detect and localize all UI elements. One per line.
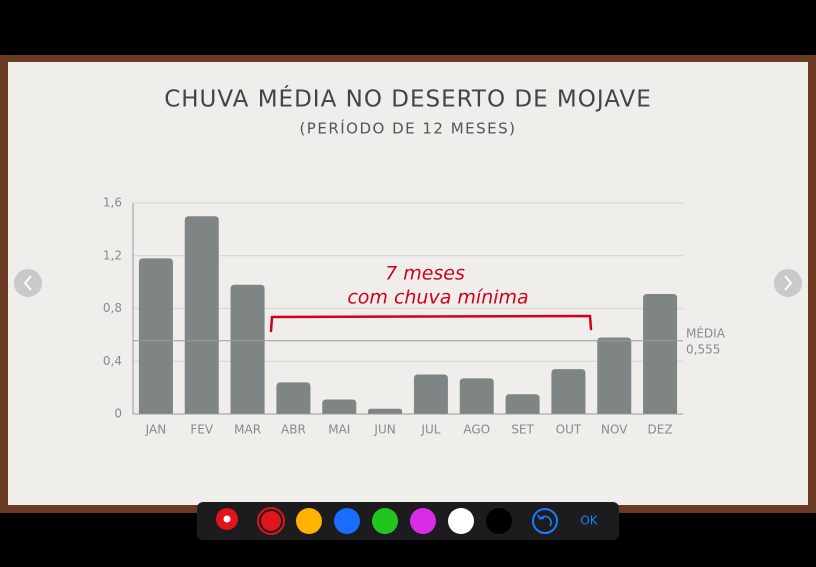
bar: [230, 284, 265, 414]
x-tick-label: OUT: [556, 423, 582, 437]
y-tick-label: 0: [114, 407, 122, 421]
chart-subtitle: (PERÍODO DE 12 MESES): [299, 119, 516, 138]
bar: [413, 374, 448, 414]
reference-label: 0,555: [686, 342, 720, 356]
annotation-bracket: [269, 314, 593, 333]
x-tick-label: AGO: [463, 423, 490, 437]
x-tick-label: MAR: [234, 423, 261, 437]
color-red[interactable]: [261, 511, 281, 531]
y-tick-label: 0,8: [103, 301, 122, 315]
x-tick-label: ABR: [281, 423, 306, 437]
x-tick-label: FEV: [190, 423, 213, 437]
y-tick-label: 0,4: [103, 354, 122, 368]
prev-icon: [23, 275, 32, 291]
next-icon: [784, 275, 793, 291]
bar: [597, 337, 632, 414]
color-white[interactable]: [448, 508, 474, 534]
bar: [368, 408, 403, 414]
undo-icon: [537, 514, 552, 527]
bar: [138, 258, 173, 414]
next-button[interactable]: [774, 269, 802, 297]
x-tick-label: MAI: [328, 423, 350, 437]
undo-button[interactable]: [532, 508, 558, 534]
toolbar-bg: [197, 502, 619, 540]
color-ring: [257, 507, 285, 535]
chart-title: CHUVA MÉDIA NO DESERTO DE MOJAVE: [164, 85, 652, 113]
x-tick-label: JUL: [420, 423, 440, 437]
bar: [322, 399, 357, 414]
color-yellow[interactable]: [296, 508, 322, 534]
annotation-text: com chuva mínima: [347, 287, 528, 309]
x-tick-label: JAN: [145, 423, 167, 437]
color-purple[interactable]: [410, 508, 436, 534]
bar: [459, 378, 494, 414]
color-green[interactable]: [372, 508, 398, 534]
x-tick-label: SET: [511, 423, 534, 437]
y-tick-label: 1,2: [103, 248, 122, 262]
annotation-text: 7 meses: [385, 263, 465, 285]
bar: [276, 382, 311, 414]
ok-button[interactable]: OK: [580, 514, 598, 528]
x-tick-label: JUN: [373, 423, 395, 437]
bar: [505, 394, 540, 414]
toolbar: OK: [197, 502, 619, 540]
reference-name: MÉDIA: [686, 325, 726, 340]
x-tick-label: DEZ: [648, 423, 673, 437]
color-blue[interactable]: [334, 508, 360, 534]
x-tick-label: NOV: [601, 423, 628, 437]
color-black[interactable]: [486, 508, 512, 534]
bar: [184, 216, 219, 414]
chart: 0 0,4 0,8 1,2 1,6 JAN FEV MAR ABR MAI JUN JUL AGO SET…: [103, 196, 726, 437]
bar: [643, 293, 678, 414]
pen-dot: [223, 515, 231, 523]
prev-button[interactable]: [14, 269, 42, 297]
y-tick-label: 1,6: [103, 196, 122, 210]
bar: [551, 369, 586, 414]
